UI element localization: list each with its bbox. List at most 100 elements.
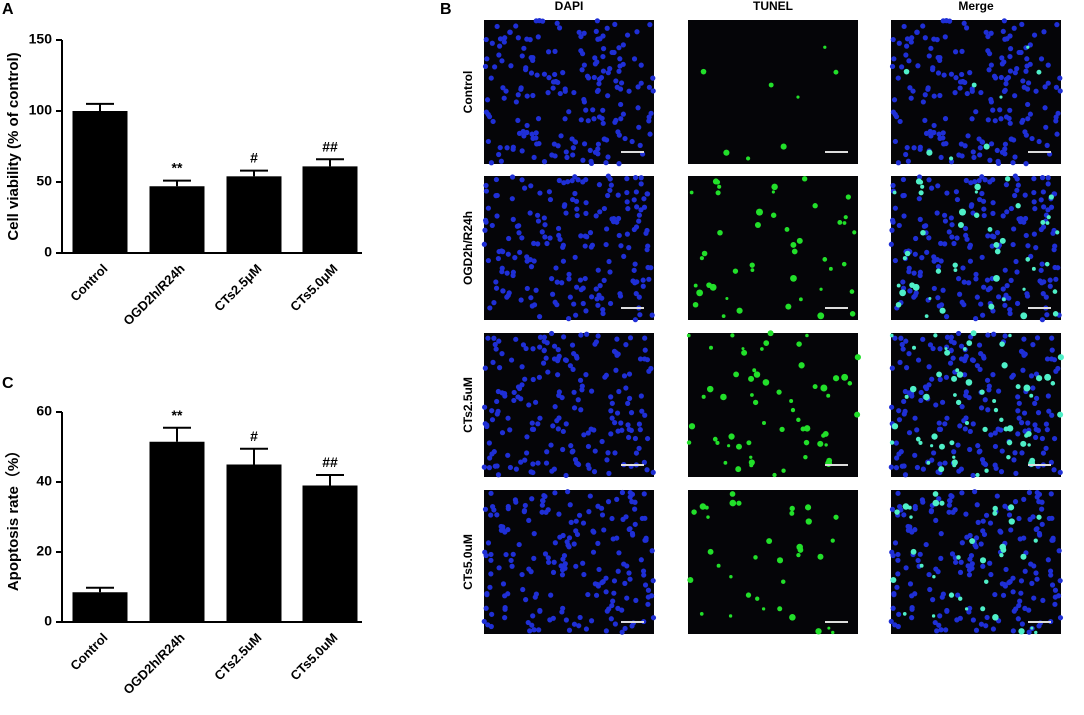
nucleus bbox=[496, 338, 502, 344]
nucleus bbox=[605, 450, 611, 456]
nucleus bbox=[985, 33, 991, 40]
bar bbox=[226, 464, 282, 622]
nucleus bbox=[1053, 84, 1060, 90]
nucleus bbox=[969, 202, 975, 208]
nucleus bbox=[623, 385, 629, 391]
nucleus bbox=[609, 515, 615, 522]
tunel-cell bbox=[766, 538, 773, 545]
tunel-cell bbox=[781, 579, 786, 584]
nucleus bbox=[926, 364, 932, 370]
nucleus bbox=[490, 118, 496, 125]
column-header: DAPI bbox=[555, 0, 584, 13]
nucleus bbox=[1031, 176, 1037, 182]
nucleus bbox=[1034, 526, 1040, 532]
nucleus bbox=[536, 314, 543, 320]
nucleus bbox=[1039, 506, 1045, 512]
nucleus bbox=[513, 336, 519, 342]
tunel-cell bbox=[717, 184, 722, 189]
tunel-cell bbox=[993, 274, 1000, 282]
nucleus bbox=[627, 526, 633, 532]
nucleus bbox=[608, 408, 614, 414]
nucleus bbox=[1025, 243, 1031, 249]
nucleus bbox=[1002, 267, 1008, 273]
nucleus bbox=[543, 355, 549, 361]
tunel-cell bbox=[965, 379, 973, 386]
tunel-cell bbox=[781, 468, 786, 473]
tunel-cell bbox=[951, 375, 958, 382]
nucleus bbox=[1007, 306, 1013, 313]
tunel-cell bbox=[761, 420, 767, 426]
tunel-cell bbox=[896, 283, 901, 288]
x-tick-label: CTs5.0μM bbox=[287, 261, 340, 314]
nucleus bbox=[935, 264, 942, 270]
nucleus bbox=[917, 272, 923, 279]
nucleus bbox=[994, 493, 1000, 499]
nucleus bbox=[1029, 135, 1035, 142]
nucleus bbox=[596, 76, 603, 82]
nucleus bbox=[641, 459, 647, 465]
nucleus bbox=[589, 242, 596, 248]
nucleus bbox=[640, 277, 646, 283]
nucleus bbox=[1021, 336, 1027, 342]
nucleus bbox=[979, 190, 985, 197]
bar bbox=[226, 176, 282, 253]
tunel-cell bbox=[723, 460, 728, 465]
nucleus bbox=[512, 497, 518, 503]
tunel-cell bbox=[891, 423, 899, 430]
micrograph bbox=[481, 173, 655, 323]
nucleus bbox=[1038, 267, 1044, 273]
nucleus bbox=[527, 37, 533, 43]
nucleus bbox=[936, 496, 942, 502]
nucleus bbox=[1010, 575, 1016, 581]
nucleus bbox=[604, 137, 610, 143]
tunel-cell bbox=[819, 287, 823, 291]
nucleus bbox=[956, 152, 962, 158]
panel-label: A bbox=[2, 1, 14, 18]
nucleus bbox=[1054, 22, 1060, 28]
nucleus bbox=[1016, 415, 1022, 421]
nucleus bbox=[948, 347, 954, 353]
nucleus bbox=[530, 613, 536, 619]
nucleus bbox=[1018, 590, 1024, 596]
significance-label: # bbox=[250, 428, 258, 444]
tunel-cell bbox=[963, 347, 967, 351]
nucleus bbox=[592, 341, 598, 347]
nucleus bbox=[487, 305, 493, 311]
nucleus bbox=[1042, 105, 1048, 111]
tunel-cell bbox=[790, 242, 797, 248]
nucleus bbox=[1044, 312, 1050, 318]
nucleus bbox=[930, 67, 936, 73]
nucleus bbox=[534, 72, 540, 78]
nucleus bbox=[1001, 88, 1008, 95]
nucleus bbox=[968, 552, 975, 559]
nucleus bbox=[570, 145, 576, 151]
tunel-cell bbox=[696, 289, 704, 297]
tunel-cell bbox=[741, 347, 745, 351]
nucleus bbox=[1055, 110, 1061, 116]
tunel-cell bbox=[1052, 289, 1058, 294]
nucleus bbox=[977, 196, 983, 203]
tunel-cell bbox=[904, 394, 909, 399]
nucleus bbox=[570, 196, 576, 203]
nucleus bbox=[614, 496, 620, 502]
nucleus bbox=[494, 411, 500, 417]
nucleus bbox=[536, 627, 542, 633]
tunel-cell bbox=[999, 237, 1006, 244]
nucleus bbox=[1012, 173, 1018, 179]
nucleus bbox=[896, 408, 902, 414]
nucleus bbox=[508, 357, 515, 363]
tunel-cell bbox=[707, 385, 714, 393]
tunel-cell bbox=[952, 262, 958, 268]
tunel-cell bbox=[955, 368, 960, 373]
nucleus bbox=[937, 92, 943, 99]
nucleus bbox=[529, 420, 535, 426]
nucleus bbox=[528, 264, 535, 270]
nucleus bbox=[612, 621, 618, 627]
nucleus bbox=[502, 615, 508, 621]
nucleus bbox=[906, 430, 913, 436]
nucleus bbox=[528, 569, 534, 575]
nucleus bbox=[605, 93, 611, 99]
nucleus bbox=[641, 572, 647, 578]
nucleus bbox=[631, 226, 637, 233]
nucleus bbox=[931, 93, 937, 99]
